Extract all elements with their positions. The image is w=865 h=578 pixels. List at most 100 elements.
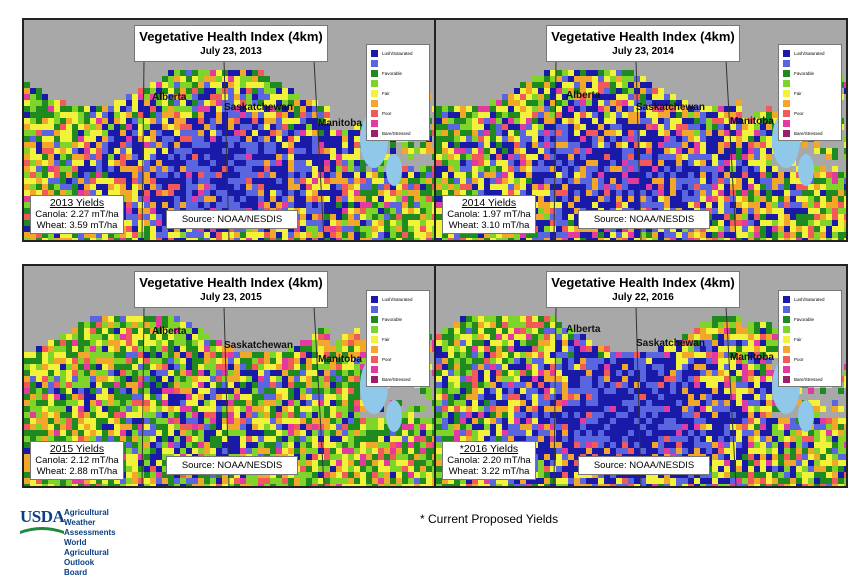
legend-swatch xyxy=(371,90,378,97)
legend-swatch xyxy=(371,50,378,57)
map-title: Vegetative Health Index (4km) xyxy=(135,29,327,44)
wheat-yield: Wheat: 3.10 mT/ha xyxy=(443,220,535,231)
label-saskatchewan: Saskatchewan xyxy=(224,340,293,351)
legend-swatch xyxy=(783,70,790,77)
legend-swatch xyxy=(783,90,790,97)
label-alberta: Alberta xyxy=(566,90,600,101)
yields-box: 2015 Yields Canola: 2.12 mT/ha Wheat: 2.… xyxy=(30,441,124,480)
legend-swatch xyxy=(783,60,790,67)
legend-swatch xyxy=(371,100,378,107)
source-label: Source: NOAA/NESDIS xyxy=(166,456,298,475)
source-label: Source: NOAA/NESDIS xyxy=(578,456,710,475)
map-title-box: Vegetative Health Index (4km) July 23, 2… xyxy=(546,25,740,62)
label-saskatchewan: Saskatchewan xyxy=(636,102,705,113)
map-date: July 23, 2013 xyxy=(135,46,327,57)
legend-label: Poor xyxy=(382,357,392,362)
legend-label: Favorable xyxy=(794,317,814,322)
legend-swatch xyxy=(783,356,790,363)
legend-label: Favorable xyxy=(382,71,402,76)
legend-label: Bare/Stressed xyxy=(382,377,411,382)
legend-label: Poor xyxy=(382,111,392,116)
legend-label: Poor xyxy=(794,357,804,362)
legend-swatch xyxy=(371,60,378,67)
legend-swatch xyxy=(783,316,790,323)
legend-swatch xyxy=(783,296,790,303)
legend-swatch xyxy=(783,366,790,373)
footnote: * Current Proposed Yields xyxy=(420,512,558,526)
source-label: Source: NOAA/NESDIS xyxy=(578,210,710,229)
yields-box: 2013 Yields Canola: 2.27 mT/ha Wheat: 3.… xyxy=(30,195,124,234)
map-panel-2013: Alberta Saskatchewan Manitoba Vegetative… xyxy=(22,18,436,242)
legend-label: Favorable xyxy=(382,317,402,322)
canola-yield: Canola: 1.97 mT/ha xyxy=(443,209,535,220)
map-title-box: Vegetative Health Index (4km) July 23, 2… xyxy=(134,25,328,62)
wheat-yield: Wheat: 2.88 mT/ha xyxy=(31,466,123,477)
map-title-box: Vegetative Health Index (4km) July 22, 2… xyxy=(546,271,740,308)
legend-label: Lush/Saturated xyxy=(382,297,413,302)
legend-swatch xyxy=(371,366,378,373)
legend-swatch xyxy=(783,346,790,353)
map-title: Vegetative Health Index (4km) xyxy=(547,275,739,290)
map-title-box: Vegetative Health Index (4km) July 23, 2… xyxy=(134,271,328,308)
map-date: July 23, 2014 xyxy=(547,46,739,57)
legend-swatch xyxy=(371,306,378,313)
legend-swatch xyxy=(783,110,790,117)
usda-logo-text: USDA xyxy=(20,507,64,527)
legend-swatch xyxy=(783,326,790,333)
legend-swatch xyxy=(783,336,790,343)
legend-swatch xyxy=(783,120,790,127)
legend: Lush/Saturated Favorable Fair Poor Bare/Stre… xyxy=(366,44,430,141)
legend-swatch xyxy=(783,376,790,383)
map-panel-2014: Alberta Saskatchewan Manitoba Vegetative… xyxy=(434,18,848,242)
legend-swatch xyxy=(371,120,378,127)
source-label: Source: NOAA/NESDIS xyxy=(166,210,298,229)
wheat-yield: Wheat: 3.22 mT/ha xyxy=(443,466,535,477)
legend-swatch xyxy=(371,336,378,343)
yields-title: 2015 Yields xyxy=(31,444,123,455)
footer-line-2: World Agricultural Outlook Board xyxy=(64,538,116,578)
yields-box: *2016 Yields Canola: 2.20 mT/ha Wheat: 3… xyxy=(442,441,536,480)
label-alberta: Alberta xyxy=(152,326,186,337)
legend-swatch xyxy=(371,110,378,117)
legend-label: Fair xyxy=(794,337,802,342)
map-panel-2015: Alberta Saskatchewan Manitoba Vegetative… xyxy=(22,264,436,488)
legend-swatch xyxy=(371,326,378,333)
legend-swatch xyxy=(783,80,790,87)
wheat-yield: Wheat: 3.59 mT/ha xyxy=(31,220,123,231)
legend-swatch xyxy=(371,130,378,137)
legend-swatch xyxy=(371,376,378,383)
legend-swatch xyxy=(371,356,378,363)
legend-swatch xyxy=(783,130,790,137)
legend-swatch xyxy=(783,306,790,313)
legend-swatch xyxy=(371,346,378,353)
label-manitoba: Manitoba xyxy=(730,116,774,127)
legend-label: Bare/Stressed xyxy=(794,131,823,136)
label-alberta: Alberta xyxy=(152,92,186,103)
legend-label: Fair xyxy=(382,91,390,96)
yields-box: 2014 Yields Canola: 1.97 mT/ha Wheat: 3.… xyxy=(442,195,536,234)
label-manitoba: Manitoba xyxy=(318,354,362,365)
legend-swatch xyxy=(371,70,378,77)
label-saskatchewan: Saskatchewan xyxy=(636,338,705,349)
label-alberta: Alberta xyxy=(566,324,600,335)
legend-swatch xyxy=(371,316,378,323)
legend-swatch xyxy=(783,100,790,107)
yields-title: 2014 Yields xyxy=(443,198,535,209)
yields-title: 2013 Yields xyxy=(31,198,123,209)
legend-label: Fair xyxy=(382,337,390,342)
map-title: Vegetative Health Index (4km) xyxy=(135,275,327,290)
legend-label: Favorable xyxy=(794,71,814,76)
legend-label: Bare/Stressed xyxy=(794,377,823,382)
legend-label: Fair xyxy=(794,91,802,96)
map-date: July 23, 2015 xyxy=(135,292,327,303)
legend-swatch xyxy=(783,50,790,57)
map-date: July 22, 2016 xyxy=(547,292,739,303)
yields-title: *2016 Yields xyxy=(443,444,535,455)
canola-yield: Canola: 2.27 mT/ha xyxy=(31,209,123,220)
legend-label: Bare/Stressed xyxy=(382,131,411,136)
canola-yield: Canola: 2.12 mT/ha xyxy=(31,455,123,466)
legend-label: Lush/Saturated xyxy=(382,51,413,56)
map-title: Vegetative Health Index (4km) xyxy=(547,29,739,44)
label-manitoba: Manitoba xyxy=(318,118,362,129)
label-manitoba: Manitoba xyxy=(730,352,774,363)
